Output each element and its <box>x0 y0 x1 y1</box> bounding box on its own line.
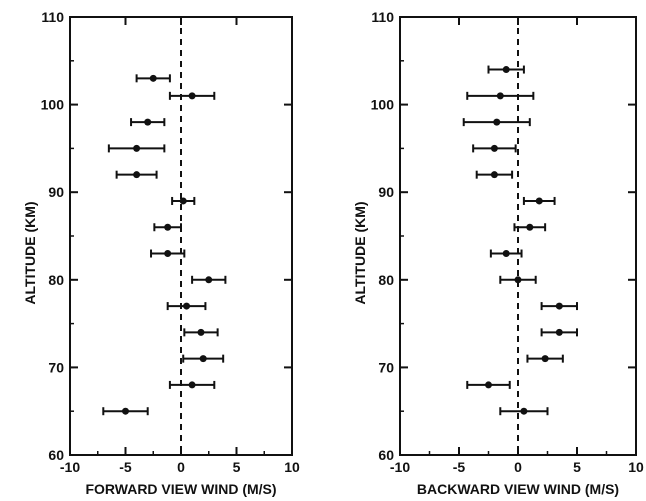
x-tick-label: -5 <box>453 459 466 475</box>
y-tick-label: 70 <box>378 359 394 375</box>
data-point <box>555 302 563 310</box>
data-point <box>133 144 141 152</box>
data-point <box>535 197 543 205</box>
data-point <box>502 66 510 74</box>
x-tick-label: -10 <box>60 459 80 475</box>
data-point <box>164 250 172 258</box>
y-tick-label: 110 <box>41 9 64 25</box>
data-point <box>555 328 563 336</box>
y-tick-label: 60 <box>378 447 394 463</box>
backward-view-panel: ALTITUDE (KM) BACKWARD VIEW WIND (M/S) -… <box>352 9 644 497</box>
x-tick-label: 5 <box>233 459 241 475</box>
data-point <box>188 381 196 389</box>
y-tick-label: 90 <box>48 184 64 200</box>
y-tick-label: 100 <box>41 97 65 113</box>
data-point <box>188 92 196 100</box>
x-tick-label: -10 <box>390 459 410 475</box>
y-tick-label: 60 <box>48 447 64 463</box>
data-point <box>205 276 213 284</box>
y-tick-label: 90 <box>378 184 394 200</box>
x-tick-label: 10 <box>628 459 644 475</box>
data-point <box>122 407 129 415</box>
data-point <box>541 355 549 363</box>
data-point <box>493 118 501 126</box>
y-tick-label: 70 <box>48 359 64 375</box>
plot-frame <box>69 16 293 456</box>
x-tick-label: 5 <box>573 459 581 475</box>
plot-frame <box>399 16 637 456</box>
data-point <box>133 171 141 179</box>
data-point <box>490 171 498 179</box>
left-y-axis-label: ALTITUDE (KM) <box>22 201 38 304</box>
data-point <box>183 302 191 310</box>
y-tick-label: 80 <box>378 272 394 288</box>
data-point <box>199 355 207 363</box>
data-point <box>502 250 510 258</box>
x-tick-label: 0 <box>177 459 185 475</box>
forward-view-panel: ALTITUDE (KM) FORWARD VIEW WIND (M/S) -1… <box>22 9 300 497</box>
left-x-axis-label: FORWARD VIEW WIND (M/S) <box>85 481 276 497</box>
y-tick-label: 80 <box>48 272 64 288</box>
right-y-axis-label: ALTITUDE (KM) <box>352 201 368 304</box>
data-point <box>144 118 152 126</box>
y-tick-label: 110 <box>371 9 394 25</box>
x-tick-label: -5 <box>119 459 132 475</box>
data-point <box>520 407 528 415</box>
right-x-axis-label: BACKWARD VIEW WIND (M/S) <box>417 481 619 497</box>
data-point <box>514 276 522 284</box>
data-point <box>496 92 504 100</box>
data-point <box>197 328 205 336</box>
data-point <box>485 381 492 389</box>
data-point <box>179 197 187 205</box>
data-point <box>526 223 534 231</box>
data-point <box>149 74 157 82</box>
y-tick-label: 100 <box>371 97 395 113</box>
data-point <box>164 223 172 231</box>
data-point <box>490 144 498 152</box>
x-tick-label: 10 <box>284 459 300 475</box>
x-tick-label: 0 <box>514 459 522 475</box>
